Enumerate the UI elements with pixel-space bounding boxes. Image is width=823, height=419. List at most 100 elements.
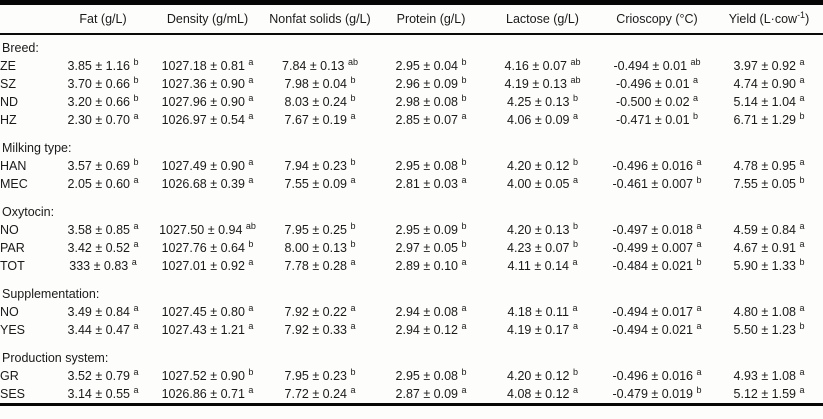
cell-value: 3.85 ± 1.16 — [67, 59, 130, 73]
significance-letter: b — [572, 220, 578, 231]
significance-letter: ab — [245, 220, 256, 231]
value-cell: -0.499 ± 0.007 a — [599, 239, 715, 257]
value-cell: 2.94 ± 0.08 a — [376, 303, 486, 321]
cell-value: 2.98 ± 0.08 — [395, 95, 458, 109]
value-cell: 4.18 ± 0.11 a — [486, 303, 599, 321]
cell-value: 7.92 ± 0.33 — [284, 323, 347, 337]
column-header-lactose: Lactose (g/L) — [486, 2, 599, 35]
significance-letter: a — [572, 174, 578, 185]
value-cell: 7.94 ± 0.23 b — [264, 157, 376, 175]
cell-value: 6.71 ± 1.29 — [733, 113, 796, 127]
significance-letter: a — [572, 256, 578, 267]
cell-value: 4.67 ± 0.91 — [733, 241, 796, 255]
value-cell: 4.06 ± 0.09 a — [486, 111, 599, 129]
value-cell: 1027.01 ± 0.92 a — [151, 257, 264, 275]
significance-letter: b — [350, 74, 356, 85]
cell-value: 2.05 ± 0.60 — [67, 177, 130, 191]
cell-value: 4.20 ± 0.12 — [507, 159, 570, 173]
significance-letter: a — [696, 156, 702, 167]
value-cell: 2.85 ± 0.07 a — [376, 111, 486, 129]
significance-letter: b — [461, 220, 467, 231]
cell-value: 7.95 ± 0.25 — [284, 223, 347, 237]
cell-value: -0.494 ± 0.017 — [612, 305, 694, 319]
value-cell: -0.496 ± 0.016 a — [599, 157, 715, 175]
significance-letter: ab — [347, 56, 358, 67]
significance-letter: a — [799, 56, 805, 67]
value-cell: 7.84 ± 0.13 ab — [264, 57, 376, 75]
value-cell: 7.67 ± 0.19 a — [264, 111, 376, 129]
significance-letter: a — [461, 256, 467, 267]
significance-letter: b — [799, 174, 805, 185]
significance-letter: b — [350, 366, 356, 377]
cell-value: 7.55 ± 0.09 — [284, 177, 347, 191]
value-cell: 6.71 ± 1.29 b — [715, 111, 823, 129]
group-title-row: Milking type: — [0, 129, 823, 157]
cell-value: 1026.97 ± 0.54 — [161, 113, 245, 127]
significance-letter: a — [248, 156, 254, 167]
value-cell: 2.30 ± 0.70 a — [55, 111, 151, 129]
cell-value: 4.11 ± 0.14 — [507, 259, 570, 273]
value-cell: 8.03 ± 0.24 b — [264, 93, 376, 111]
cell-value: 3.42 ± 0.52 — [67, 241, 130, 255]
value-cell: 3.20 ± 0.66 b — [55, 93, 151, 111]
significance-letter: b — [133, 74, 139, 85]
value-cell: -0.497 ± 0.018 a — [599, 221, 715, 239]
value-cell: 2.97 ± 0.05 b — [376, 239, 486, 257]
cell-value: 5.50 ± 1.23 — [733, 323, 796, 337]
value-cell: 2.94 ± 0.12 a — [376, 321, 486, 339]
significance-letter: a — [696, 220, 702, 231]
significance-letter: b — [133, 92, 139, 103]
value-cell: -0.471 ± 0.01 b — [599, 111, 715, 129]
value-cell: 4.11 ± 0.14 a — [486, 257, 599, 275]
significance-letter: b — [350, 220, 356, 231]
significance-letter: a — [248, 56, 254, 67]
significance-letter: b — [350, 156, 356, 167]
cell-value: 4.18 ± 0.11 — [507, 305, 570, 319]
cell-value: 4.20 ± 0.13 — [507, 223, 570, 237]
table-row: HZ 2.30 ± 0.70 a 1026.97 ± 0.54 a 7.67 ± 0.… — [0, 111, 823, 129]
significance-letter: b — [461, 156, 467, 167]
row-label: PAR — [0, 241, 25, 255]
value-cell: 2.05 ± 0.60 a — [55, 175, 151, 193]
column-header-label: Yield (L·cow — [728, 12, 798, 26]
cell-value: 4.16 ± 0.07 — [504, 59, 567, 73]
significance-letter: b — [799, 256, 805, 267]
value-cell: 2.95 ± 0.09 b — [376, 221, 486, 239]
value-cell: -0.500 ± 0.02 a — [599, 93, 715, 111]
significance-letter: a — [572, 320, 578, 331]
cell-value: 7.98 ± 0.04 — [284, 77, 347, 91]
table-header: Fat (g/L) Density (g/mL) Nonfat solids (… — [0, 2, 823, 35]
cell-value: 1027.18 ± 0.81 — [161, 59, 245, 73]
value-cell: 3.49 ± 0.84 a — [55, 303, 151, 321]
cell-value: 1027.50 ± 0.94 — [159, 223, 243, 237]
group-title: Production system: — [2, 351, 109, 365]
value-cell: 1027.96 ± 0.90 a — [151, 93, 264, 111]
significance-letter: a — [133, 302, 139, 313]
group-title: Oxytocin: — [2, 205, 55, 219]
cell-value: 3.97 ± 0.92 — [733, 59, 796, 73]
cell-value: 4.20 ± 0.12 — [507, 369, 570, 383]
value-cell: 4.67 ± 0.91 a — [715, 239, 823, 257]
cell-value: -0.471 ± 0.01 — [615, 113, 690, 127]
value-cell: -0.496 ± 0.01 a — [599, 75, 715, 93]
table-row: ND 3.20 ± 0.66 b 1027.96 ± 0.90 a 8.03 ± 0.… — [0, 93, 823, 111]
significance-letter: a — [461, 174, 467, 185]
cell-value: -0.499 ± 0.007 — [612, 241, 694, 255]
row-label: HAN — [0, 159, 27, 173]
value-cell: 3.42 ± 0.52 a — [55, 239, 151, 257]
significance-letter: a — [248, 110, 254, 121]
value-cell: 3.70 ± 0.66 b — [55, 75, 151, 93]
value-cell: 7.92 ± 0.33 a — [264, 321, 376, 339]
value-cell: 7.95 ± 0.25 b — [264, 221, 376, 239]
cell-value: 4.74 ± 0.90 — [733, 77, 796, 91]
table-row: NO 3.49 ± 0.84 a 1027.45 ± 0.80 a 7.92 ± 0.… — [0, 303, 823, 321]
significance-letter: a — [799, 384, 805, 395]
table-row: NO 3.58 ± 0.85 a 1027.50 ± 0.94 ab 7.95 ± 0… — [0, 221, 823, 239]
corner-cell — [0, 2, 55, 35]
value-cell: 7.55 ± 0.09 a — [264, 175, 376, 193]
significance-letter: a — [693, 92, 699, 103]
cell-value: 7.84 ± 0.13 — [282, 59, 345, 73]
cell-value: 1026.68 ± 0.39 — [161, 177, 245, 191]
group-title: Breed: — [2, 41, 39, 55]
